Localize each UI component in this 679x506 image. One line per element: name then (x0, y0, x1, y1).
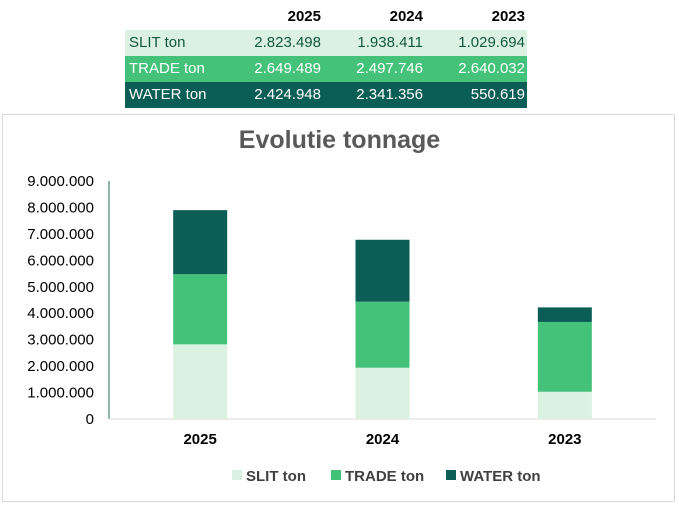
table-row-trade: TRADE ton 2.649.489 2.497.746 2.640.032 (125, 56, 527, 82)
y-tick-label: 6.000.000 (27, 252, 94, 269)
y-tick-label: 3.000.000 (27, 332, 94, 349)
table-row-slit: SLIT ton 2.823.498 1.938.411 1.029.694 (125, 30, 527, 56)
y-tick-label: 0 (86, 411, 94, 428)
y-tick-label: 9.000.000 (27, 173, 94, 190)
bar-water-2023 (537, 307, 592, 322)
cell-value: 2.649.489 (254, 60, 321, 77)
bar-water-2024 (355, 239, 410, 302)
table-row-water: WATER ton 2.424.948 2.341.356 550.619 (125, 82, 527, 108)
legend-label: TRADE ton (345, 468, 424, 485)
legend-swatch (331, 470, 341, 480)
bar-trade-2024 (355, 301, 410, 368)
cell-value: 2.424.948 (254, 86, 321, 103)
cell-value: 2.341.356 (356, 86, 423, 103)
cell-value: 1.029.694 (458, 34, 525, 51)
legend-label: SLIT ton (246, 468, 306, 485)
legend-swatch (232, 470, 242, 480)
cell-value: 2.640.032 (458, 60, 525, 77)
y-tick-label: 5.000.000 (27, 279, 94, 296)
legend-label: WATER ton (460, 468, 541, 485)
y-tick-label: 7.000.000 (27, 226, 94, 243)
y-tick-label: 1.000.000 (27, 385, 94, 402)
bar-water-2025 (173, 210, 228, 275)
chart-title: Evolutie tonnage (238, 126, 441, 154)
cell-value: 2.823.498 (254, 34, 321, 51)
header-2025: 2025 (287, 8, 321, 25)
row-label: SLIT ton (129, 34, 186, 51)
x-tick-label: 2024 (366, 431, 400, 448)
bar-trade-2025 (173, 274, 228, 345)
bar-trade-2023 (537, 321, 592, 392)
bar-slit-2025 (173, 344, 228, 419)
cell-value: 2.497.746 (356, 60, 423, 77)
row-label: TRADE ton (129, 60, 205, 77)
header-2023: 2023 (491, 8, 525, 25)
header-2024: 2024 (389, 8, 423, 25)
bar-slit-2023 (537, 391, 592, 419)
y-tick-label: 4.000.000 (27, 305, 94, 322)
data-table: 2025 2024 2023 SLIT ton 2.823.498 1.938.… (125, 4, 527, 108)
table-header-row: 2025 2024 2023 (125, 4, 527, 30)
cell-value: 1.938.411 (357, 34, 423, 51)
y-tick-label: 8.000.000 (27, 199, 94, 216)
x-tick-label: 2025 (183, 431, 216, 448)
y-tick-label: 2.000.000 (27, 358, 94, 375)
x-tick-label: 2023 (548, 431, 581, 448)
cell-value: 550.619 (470, 86, 525, 103)
row-label: WATER ton (129, 86, 207, 103)
legend-swatch (446, 470, 456, 480)
bar-slit-2024 (355, 367, 410, 419)
